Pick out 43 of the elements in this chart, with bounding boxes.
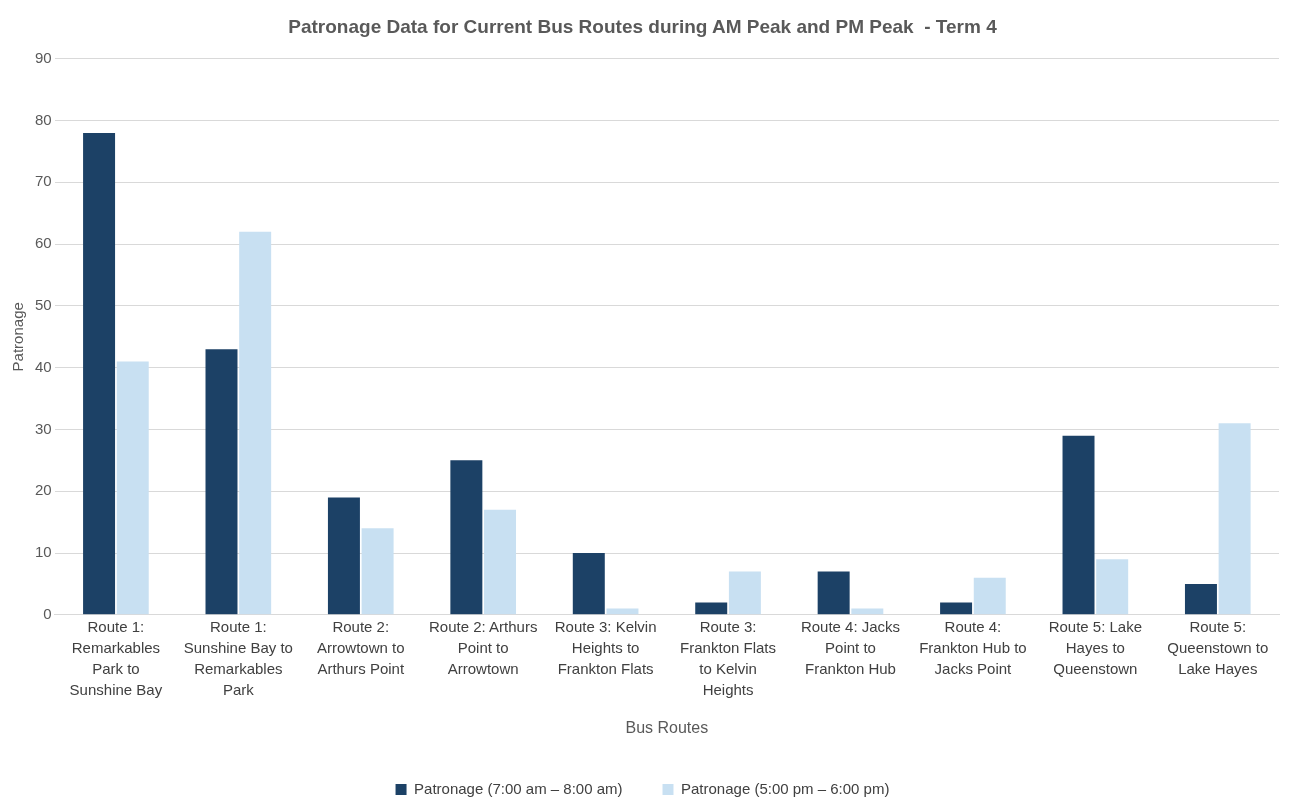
bar	[1218, 423, 1251, 615]
bar	[484, 509, 517, 615]
bar	[239, 231, 272, 615]
bar	[361, 528, 394, 615]
y-tick-label: 40	[35, 357, 52, 375]
y-tick-label: 50	[35, 296, 52, 314]
y-tick-label: 20	[35, 481, 52, 499]
bar	[940, 602, 973, 615]
x-tick-label: Route 4: Frankton Hub to Jacks Point	[919, 618, 1027, 678]
x-tick-label: Route 2: Arrowtown to Arthurs Point	[316, 618, 405, 678]
legend-label: Patronage (7:00 am – 8:00 am)	[414, 779, 623, 797]
bar	[1096, 559, 1129, 615]
x-tick-label: Route 3: Kelvin Heights to Frankton Flats	[554, 618, 657, 678]
y-tick-label: 90	[35, 48, 52, 66]
y-tick-label: 30	[35, 419, 52, 437]
x-tick-label: Route 5: Queenstown to Lake Hayes	[1167, 618, 1269, 678]
bar	[695, 602, 728, 615]
bar	[327, 497, 360, 615]
bar	[817, 571, 850, 615]
bar	[973, 577, 1006, 615]
bar	[572, 553, 605, 615]
x-axis-title: Bus Routes	[625, 718, 709, 736]
bar	[205, 349, 238, 615]
bar	[1062, 435, 1095, 615]
bar	[116, 361, 149, 615]
bar	[450, 460, 483, 615]
x-tick-label: Route 5: Lake Hayes to Queenstown	[1048, 618, 1143, 678]
y-tick-label: 0	[43, 604, 52, 622]
bar	[1184, 583, 1217, 615]
chart-title: Patronage Data for Current Bus Routes during AM Peak and PM Peak - Term 4	[288, 15, 998, 37]
bar	[728, 571, 761, 615]
legend-label: Patronage (5:00 pm – 6:00 pm)	[681, 779, 890, 797]
y-tick-label: 60	[35, 234, 52, 252]
x-tick-label: Route 1: Sunshine Bay to Remarkables Park	[183, 618, 293, 699]
y-axis-title: Patronage	[9, 302, 27, 372]
x-tick-label: Route 4: Jacks Point to Frankton Hub	[800, 618, 901, 678]
y-tick-label: 80	[35, 110, 52, 128]
y-tick-label: 10	[35, 543, 52, 561]
y-tick-label: 70	[35, 172, 52, 190]
x-tick-label: Route 3: Frankton Flats to Kelvin Heights	[680, 618, 776, 699]
x-tick-label: Route 1: Remarkables Park to Sunshine Bay	[69, 618, 163, 699]
bar	[83, 132, 116, 615]
x-tick-label: Route 2: Arthurs Point to Arrowtown	[428, 618, 538, 678]
